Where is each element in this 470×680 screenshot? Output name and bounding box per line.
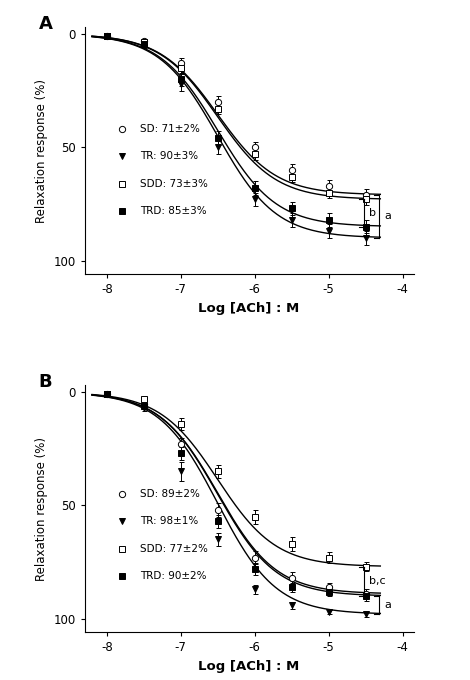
Text: SD: 89±2%: SD: 89±2% <box>140 489 200 499</box>
Text: b,c: b,c <box>369 577 386 586</box>
Y-axis label: Relaxation response (%): Relaxation response (%) <box>35 79 48 223</box>
Text: A: A <box>39 15 53 33</box>
Text: SDD: 73±3%: SDD: 73±3% <box>140 179 208 188</box>
Text: TRD: 90±2%: TRD: 90±2% <box>140 571 206 581</box>
Text: TR: 98±1%: TR: 98±1% <box>140 516 198 526</box>
Text: a: a <box>384 600 391 610</box>
Text: SDD: 77±2%: SDD: 77±2% <box>140 543 208 554</box>
X-axis label: Log [ACh] : M: Log [ACh] : M <box>198 660 300 673</box>
Y-axis label: Relaxation response (%): Relaxation response (%) <box>35 437 48 581</box>
Text: B: B <box>39 373 52 391</box>
Text: TRD: 85±3%: TRD: 85±3% <box>140 206 207 216</box>
Text: TR: 90±3%: TR: 90±3% <box>140 152 198 161</box>
X-axis label: Log [ACh] : M: Log [ACh] : M <box>198 302 300 315</box>
Text: b: b <box>369 208 376 218</box>
Text: a: a <box>384 211 391 222</box>
Text: SD: 71±2%: SD: 71±2% <box>140 124 200 134</box>
